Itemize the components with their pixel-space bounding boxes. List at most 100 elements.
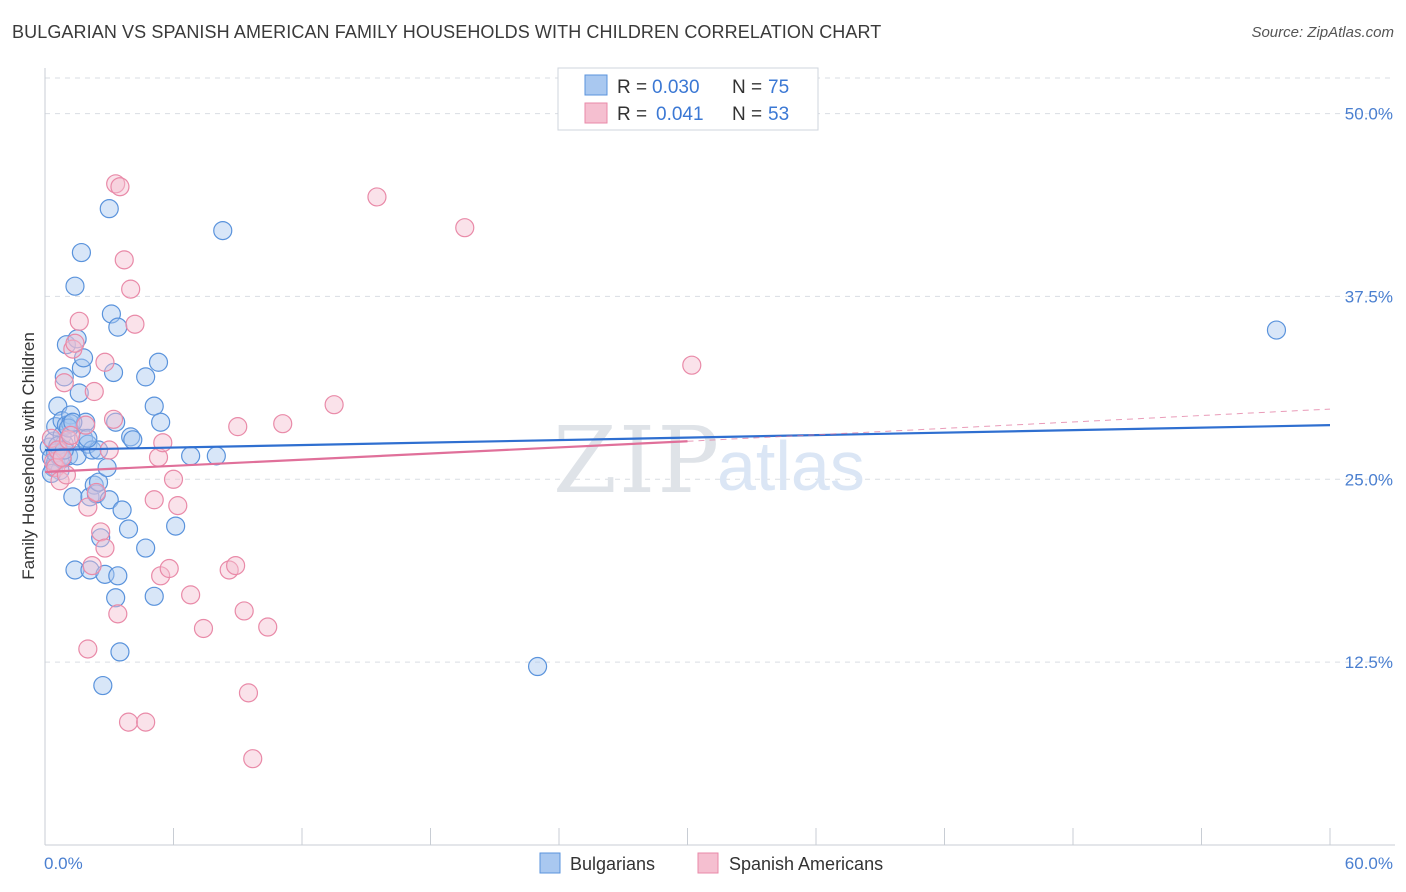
spanish-american-point	[153, 433, 173, 453]
spanish-american-point	[54, 373, 74, 393]
spanish-american-point	[228, 417, 248, 437]
gridlines	[45, 77, 1395, 663]
bulgarian-point	[118, 519, 139, 539]
spanish-american-point	[324, 395, 344, 415]
spanish-american-point	[367, 187, 387, 207]
bulgarians-trend-line	[44, 424, 1331, 452]
chart-title: BULGARIAN VS SPANISH AMERICAN FAMILY HOU…	[12, 22, 882, 42]
legend-n-label: N =	[732, 104, 762, 125]
spanish-american-point	[95, 352, 115, 372]
bulgarian-point	[144, 586, 164, 606]
spanish-american-point	[258, 617, 278, 637]
bulgarian-point	[151, 412, 171, 432]
bulgarian-point	[148, 352, 169, 372]
watermark-zip: ZIP	[553, 407, 721, 514]
spanish-american-point	[99, 440, 119, 460]
spanish-american-point	[41, 428, 62, 448]
spanish-american-point	[136, 712, 156, 732]
bulgarian-point	[71, 242, 92, 263]
bulgarian-point	[213, 221, 233, 241]
bottom-legend-label-bulgarians: Bulgarians	[570, 854, 655, 874]
spanish-american-point	[56, 465, 77, 485]
bulgarian-point	[110, 642, 130, 662]
spanish-american-point	[226, 555, 246, 576]
spanish-americans-trend-line	[44, 440, 688, 474]
spanish-american-point	[114, 250, 134, 270]
spanish-american-point	[144, 490, 164, 510]
spanish-american-point	[78, 639, 98, 659]
spanish-american-point	[243, 749, 263, 769]
bulgarian-point	[123, 430, 143, 450]
spanish-american-point	[82, 555, 102, 576]
bulgarian-point	[91, 528, 111, 548]
bulgarian-point	[63, 487, 83, 507]
bulgarian-point	[65, 276, 85, 296]
spanish-americans-trend-extension	[687, 408, 1331, 442]
spanish-american-point	[273, 414, 293, 434]
x-tick-label: 60.0%	[1345, 854, 1393, 873]
legend: R = 0.030 N = 75 R = 0.041 N = 53	[557, 67, 819, 131]
spanish-american-point	[103, 409, 124, 429]
spanish-american-point	[682, 355, 702, 375]
spanish-american-point	[234, 601, 254, 621]
spanish-american-point	[125, 314, 145, 334]
legend-n-label: N =	[732, 77, 762, 98]
spanish-american-point	[84, 381, 104, 402]
bulgarian-point	[108, 317, 128, 337]
spanish-american-point	[86, 482, 107, 503]
axes	[44, 68, 1395, 846]
y-tick-label: 37.5%	[1345, 287, 1393, 306]
bulgarian-point	[108, 566, 128, 586]
bottom-legend-label-spanish-americans: Spanish Americans	[729, 854, 883, 874]
legend-r-value: 0.030	[652, 77, 700, 98]
y-tick-label: 25.0%	[1345, 470, 1393, 489]
y-tick-labels: 12.5% 25.0% 37.5% 50.0%	[1345, 105, 1393, 673]
bulgarian-point	[112, 500, 132, 520]
spanish-american-point	[91, 522, 111, 542]
bulgarian-point	[144, 396, 164, 416]
spanish-american-point	[52, 447, 72, 467]
spanish-american-point	[193, 618, 214, 639]
bottom-legend-swatch-bulgarians	[539, 852, 561, 874]
spanish-american-point	[455, 218, 475, 238]
bulgarian-point	[121, 427, 141, 447]
legend-n-value: 75	[768, 77, 789, 98]
bulgarian-point	[136, 538, 156, 558]
bulgarian-point	[206, 446, 226, 466]
y-tick-label: 12.5%	[1345, 653, 1393, 672]
y-tick-label: 50.0%	[1345, 105, 1393, 124]
bulgarian-point	[106, 412, 126, 432]
bulgarian-point	[166, 516, 186, 536]
spanish-american-point	[159, 558, 179, 579]
bulgarian-point	[99, 199, 119, 219]
x-tick-label: 0.0%	[44, 854, 83, 873]
legend-r-label: R =	[617, 77, 647, 98]
spanish-american-point	[168, 496, 188, 516]
x-tick-labels: 0.0% 60.0%	[44, 854, 1393, 873]
bulgarian-point	[136, 367, 156, 387]
trend-lines	[44, 408, 1331, 474]
spanish-american-point	[163, 469, 184, 489]
legend-r-value: 0.041	[656, 104, 704, 125]
legend-swatch-spanish-americans	[584, 102, 608, 124]
legend-n-value: 53	[768, 104, 789, 125]
bulgarian-point	[93, 675, 113, 696]
watermark-atlas: atlas	[717, 427, 865, 505]
bulgarian-point	[1266, 320, 1287, 340]
bottom-legend: Bulgarians Spanish Americans	[539, 852, 883, 874]
watermark: ZIP atlas	[553, 407, 865, 514]
legend-r-label: R =	[617, 104, 647, 125]
legend-swatch-bulgarians	[584, 74, 608, 96]
bulgarian-point	[54, 367, 74, 387]
spanish-american-point	[110, 177, 130, 197]
spanish-american-point	[95, 538, 115, 558]
bulgarian-point	[106, 588, 126, 608]
spanish-american-point	[61, 425, 81, 445]
bottom-legend-swatch-spanish-americans	[697, 852, 719, 874]
y-axis-label: Family Households with Children	[19, 332, 38, 580]
bulgarian-point	[97, 457, 117, 478]
spanish-american-point	[108, 604, 128, 624]
spanish-american-point	[121, 279, 141, 299]
bulgarian-point	[527, 656, 548, 677]
